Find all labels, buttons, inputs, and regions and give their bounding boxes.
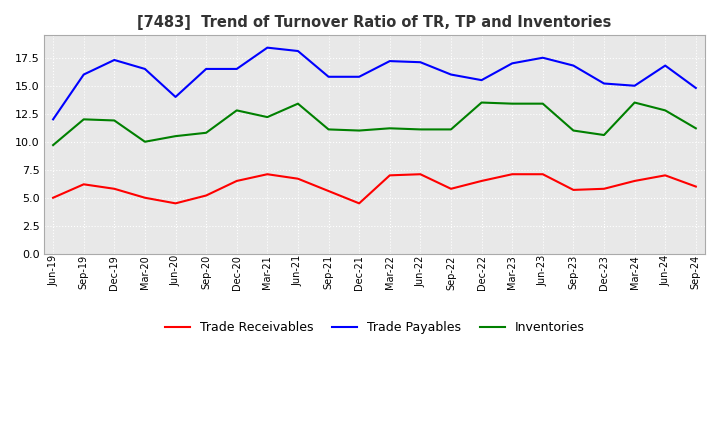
- Trade Payables: [355, 74, 364, 79]
- Trade Payables: [385, 59, 394, 64]
- Inventories: [233, 108, 241, 113]
- Trade Payables: [202, 66, 210, 72]
- Trade Payables: [477, 77, 486, 83]
- Trade Payables: [539, 55, 547, 60]
- Trade Receivables: [233, 178, 241, 183]
- Trade Payables: [233, 66, 241, 72]
- Trade Receivables: [324, 188, 333, 194]
- Trade Receivables: [171, 201, 180, 206]
- Trade Payables: [140, 66, 149, 72]
- Trade Payables: [294, 48, 302, 54]
- Trade Receivables: [355, 201, 364, 206]
- Inventories: [263, 114, 271, 120]
- Trade Receivables: [202, 193, 210, 198]
- Trade Receivables: [508, 172, 516, 177]
- Trade Payables: [49, 117, 58, 122]
- Inventories: [385, 126, 394, 131]
- Trade Payables: [79, 72, 88, 77]
- Trade Receivables: [569, 187, 577, 193]
- Inventories: [446, 127, 455, 132]
- Trade Receivables: [630, 178, 639, 183]
- Trade Receivables: [477, 178, 486, 183]
- Trade Receivables: [661, 173, 670, 178]
- Trade Receivables: [49, 195, 58, 200]
- Trade Receivables: [539, 172, 547, 177]
- Line: Trade Receivables: Trade Receivables: [53, 174, 696, 203]
- Line: Trade Payables: Trade Payables: [53, 48, 696, 119]
- Trade Payables: [324, 74, 333, 79]
- Trade Receivables: [294, 176, 302, 181]
- Trade Receivables: [600, 186, 608, 191]
- Inventories: [691, 126, 700, 131]
- Inventories: [539, 101, 547, 106]
- Trade Receivables: [263, 172, 271, 177]
- Trade Receivables: [446, 186, 455, 191]
- Inventories: [202, 130, 210, 136]
- Inventories: [600, 132, 608, 138]
- Trade Payables: [661, 63, 670, 68]
- Legend: Trade Receivables, Trade Payables, Inventories: Trade Receivables, Trade Payables, Inven…: [160, 316, 590, 339]
- Inventories: [630, 100, 639, 105]
- Inventories: [416, 127, 425, 132]
- Inventories: [140, 139, 149, 144]
- Trade Payables: [569, 63, 577, 68]
- Inventories: [355, 128, 364, 133]
- Trade Payables: [508, 61, 516, 66]
- Trade Receivables: [691, 184, 700, 189]
- Inventories: [477, 100, 486, 105]
- Title: [7483]  Trend of Turnover Ratio of TR, TP and Inventories: [7483] Trend of Turnover Ratio of TR, TP…: [138, 15, 612, 30]
- Trade Payables: [446, 72, 455, 77]
- Trade Payables: [416, 59, 425, 65]
- Inventories: [569, 128, 577, 133]
- Trade Payables: [691, 85, 700, 91]
- Inventories: [294, 101, 302, 106]
- Inventories: [508, 101, 516, 106]
- Trade Receivables: [385, 173, 394, 178]
- Trade Receivables: [416, 172, 425, 177]
- Trade Receivables: [140, 195, 149, 200]
- Trade Payables: [630, 83, 639, 88]
- Trade Payables: [600, 81, 608, 86]
- Inventories: [79, 117, 88, 122]
- Line: Inventories: Inventories: [53, 103, 696, 145]
- Inventories: [49, 143, 58, 148]
- Trade Payables: [263, 45, 271, 50]
- Inventories: [171, 133, 180, 139]
- Inventories: [110, 118, 119, 123]
- Inventories: [661, 108, 670, 113]
- Trade Receivables: [110, 186, 119, 191]
- Trade Payables: [171, 94, 180, 99]
- Inventories: [324, 127, 333, 132]
- Trade Payables: [110, 57, 119, 62]
- Trade Receivables: [79, 182, 88, 187]
